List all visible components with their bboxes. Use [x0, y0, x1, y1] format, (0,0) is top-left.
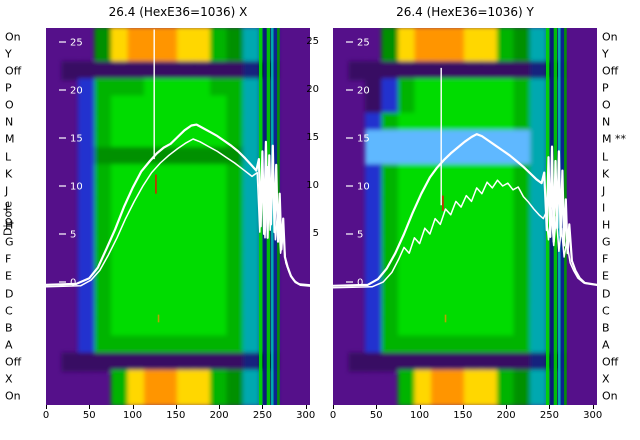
- row-label-left: K: [5, 167, 13, 181]
- row-label-right: D: [602, 287, 611, 301]
- inner-ytick-label: 10: [70, 182, 83, 193]
- row-label-right: K: [602, 167, 610, 181]
- row-label-right: P: [602, 81, 609, 95]
- row-label-left: P: [5, 81, 12, 95]
- heatmap-panel-x: 25 20 15 10 5 0: [46, 28, 310, 405]
- row-label-right: L: [602, 150, 609, 164]
- row-label-right: Y: [602, 47, 609, 61]
- row-label-right: On: [602, 389, 618, 403]
- xtick-label: 300: [296, 410, 316, 421]
- gap-ytick-label: 10: [306, 180, 319, 191]
- trace-line: [46, 138, 310, 288]
- xtick-mark: [262, 405, 264, 409]
- heatmap-image: 25 20 15 10 5 0: [333, 28, 597, 405]
- row-label-right: Off: [602, 355, 619, 369]
- xtick-mark: [549, 405, 551, 409]
- row-label-left: O: [5, 98, 14, 112]
- row-label-left: On: [5, 30, 21, 44]
- xtick-mark: [175, 405, 177, 409]
- inner-ytick-label: 20: [70, 86, 83, 97]
- row-label-left: L: [5, 150, 12, 164]
- row-label-right: X: [602, 372, 610, 386]
- row-label-right: C: [602, 304, 610, 318]
- row-label-left: Off: [5, 355, 22, 369]
- xtick-mark: [46, 405, 47, 409]
- xtick-label: 50: [369, 410, 383, 421]
- gap-ytick-label: 15: [306, 132, 319, 143]
- row-label-left: N: [5, 115, 14, 129]
- xtick-label: 100: [410, 410, 430, 421]
- xtick-mark: [219, 405, 221, 409]
- xtick-label: 100: [123, 410, 143, 421]
- inner-ytick-label: 0: [357, 278, 363, 289]
- row-label-left: Off: [5, 64, 22, 78]
- row-label-right: J: [602, 184, 606, 198]
- row-label-right: F: [602, 252, 609, 266]
- row-label-right: O: [602, 98, 611, 112]
- row-label-left: B: [5, 321, 13, 335]
- xtick-mark: [419, 405, 421, 409]
- gap-ytick-label: 5: [312, 228, 319, 239]
- xtick-mark: [132, 405, 134, 409]
- xtick-mark: [506, 405, 508, 409]
- xtick-mark: [333, 405, 334, 409]
- row-label-left: Y: [5, 47, 12, 61]
- row-label-right: B: [602, 321, 610, 335]
- xtick-mark: [592, 405, 594, 409]
- gap-ytick-label: 25: [306, 36, 319, 47]
- xtick-label: 150: [166, 410, 186, 421]
- xtick-mark: [462, 405, 464, 409]
- row-label-right: On: [602, 30, 618, 44]
- xtick-mark: [89, 405, 91, 409]
- row-label-right: I: [602, 201, 606, 215]
- inner-ytick-label: 10: [357, 182, 370, 193]
- xtick-label: 200: [209, 410, 229, 421]
- xtick-label: 50: [82, 410, 96, 421]
- heatmap-panel-y: 25 20 15 10 5 0: [333, 28, 597, 405]
- inner-ytick-label: 5: [357, 230, 363, 241]
- row-label-right: E: [602, 269, 609, 283]
- row-label-right: N: [602, 115, 611, 129]
- inner-ytick-label: 15: [357, 134, 370, 145]
- row-label-right: Off: [602, 64, 619, 78]
- xtick-label: 300: [583, 410, 603, 421]
- inner-ytick-label: 5: [70, 230, 76, 241]
- row-label-left: C: [5, 304, 13, 318]
- row-label-left: A: [5, 338, 13, 352]
- row-label-left: J: [5, 184, 9, 198]
- panel-x-title: 26.4 (HexE36=1036) X: [108, 5, 248, 19]
- xtick-label: 150: [453, 410, 473, 421]
- row-label-left: I: [5, 201, 9, 215]
- xtick-label: 250: [539, 410, 559, 421]
- gap-ytick-label: 20: [306, 84, 319, 95]
- xtick-label: 0: [329, 410, 337, 421]
- row-label-right: M **: [602, 132, 626, 146]
- row-label-left: On: [5, 389, 21, 403]
- row-label-left: H: [5, 218, 14, 232]
- row-label-right: G: [602, 235, 611, 249]
- inner-ytick-label: 25: [357, 38, 370, 49]
- row-label-left: X: [5, 372, 13, 386]
- inner-ytick-label: 15: [70, 134, 83, 145]
- inner-ytick-label: 20: [357, 86, 370, 97]
- row-label-left: M: [5, 132, 15, 146]
- trace-line: [333, 133, 597, 287]
- row-label-left: F: [5, 252, 12, 266]
- xtick-mark: [376, 405, 378, 409]
- row-label-right: A: [602, 338, 610, 352]
- panel-y-title: 26.4 (HexE36=1036) Y: [396, 5, 534, 19]
- trace-line: [46, 123, 310, 287]
- row-label-right: H: [602, 218, 611, 232]
- row-label-left: G: [5, 235, 14, 249]
- inner-ytick-label: 25: [70, 38, 83, 49]
- xtick-label: 0: [42, 410, 50, 421]
- row-label-left: E: [5, 269, 12, 283]
- xtick-label: 250: [252, 410, 272, 421]
- trace-line: [333, 179, 597, 289]
- xtick-mark: [305, 405, 307, 409]
- xtick-label: 200: [496, 410, 516, 421]
- row-label-left: D: [5, 287, 14, 301]
